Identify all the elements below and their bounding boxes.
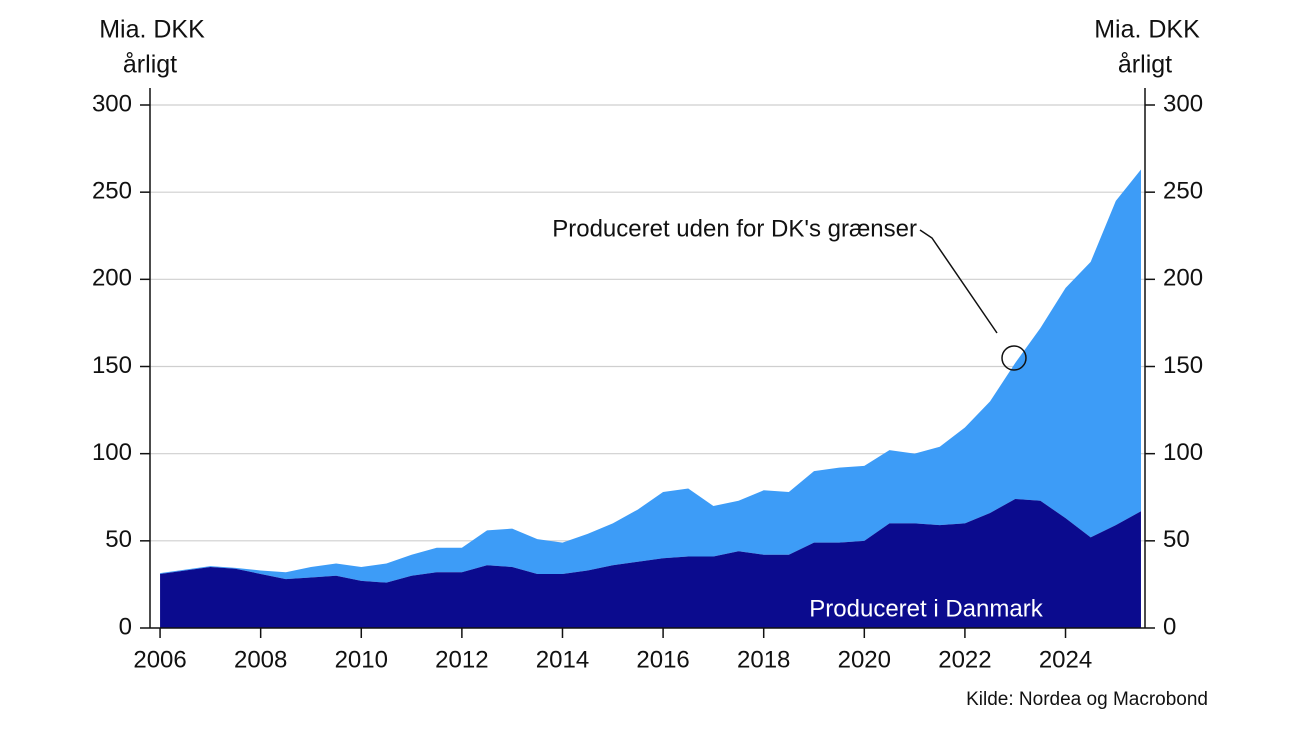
y-tick-label: 250 xyxy=(92,178,132,205)
annotation-circle xyxy=(1001,345,1027,371)
y-tick-label: 150 xyxy=(92,352,132,379)
x-tick-label: 2008 xyxy=(234,646,287,673)
annotation: Produceret uden for DK's grænser xyxy=(552,215,917,242)
x-tick-label: 2016 xyxy=(636,646,689,673)
series-label: Produceret i Danmark xyxy=(809,595,1043,622)
y-tick-label: 300 xyxy=(92,90,132,117)
y2-tick-label: 0 xyxy=(1163,613,1176,640)
x-tick-label: 2024 xyxy=(1039,646,1092,673)
y-label: årligt xyxy=(123,51,177,79)
x-tick-label: 2022 xyxy=(938,646,991,673)
source: Kilde: Nordea og Macrobond xyxy=(966,689,1208,710)
y-label: Mia. DKK xyxy=(99,16,205,44)
x-tick-label: 2006 xyxy=(133,646,186,673)
y2-tick-label: 100 xyxy=(1163,439,1203,466)
annotation-leader xyxy=(919,229,998,334)
area xyxy=(160,498,1141,628)
y2-label: Mia. DKK xyxy=(1094,16,1200,44)
x-tick-label: 2020 xyxy=(838,646,891,673)
y2-tick-label: 250 xyxy=(1163,178,1203,205)
y-tick-label: 200 xyxy=(92,265,132,292)
y2-tick-label: 200 xyxy=(1163,265,1203,292)
x-tick-label: 2018 xyxy=(737,646,790,673)
y-tick-label: 0 xyxy=(119,613,132,640)
y2-tick-label: 50 xyxy=(1163,526,1190,553)
x-tick-label: 2014 xyxy=(536,646,589,673)
y2-tick-label: 150 xyxy=(1163,352,1203,379)
y-tick-label: 50 xyxy=(105,526,132,553)
y2-label: årligt xyxy=(1118,51,1172,79)
area xyxy=(160,169,1141,583)
y-tick-label: 100 xyxy=(92,439,132,466)
x-tick-label: 2010 xyxy=(335,646,388,673)
x-tick-label: 2012 xyxy=(435,646,488,673)
y2-tick-label: 300 xyxy=(1163,90,1203,117)
